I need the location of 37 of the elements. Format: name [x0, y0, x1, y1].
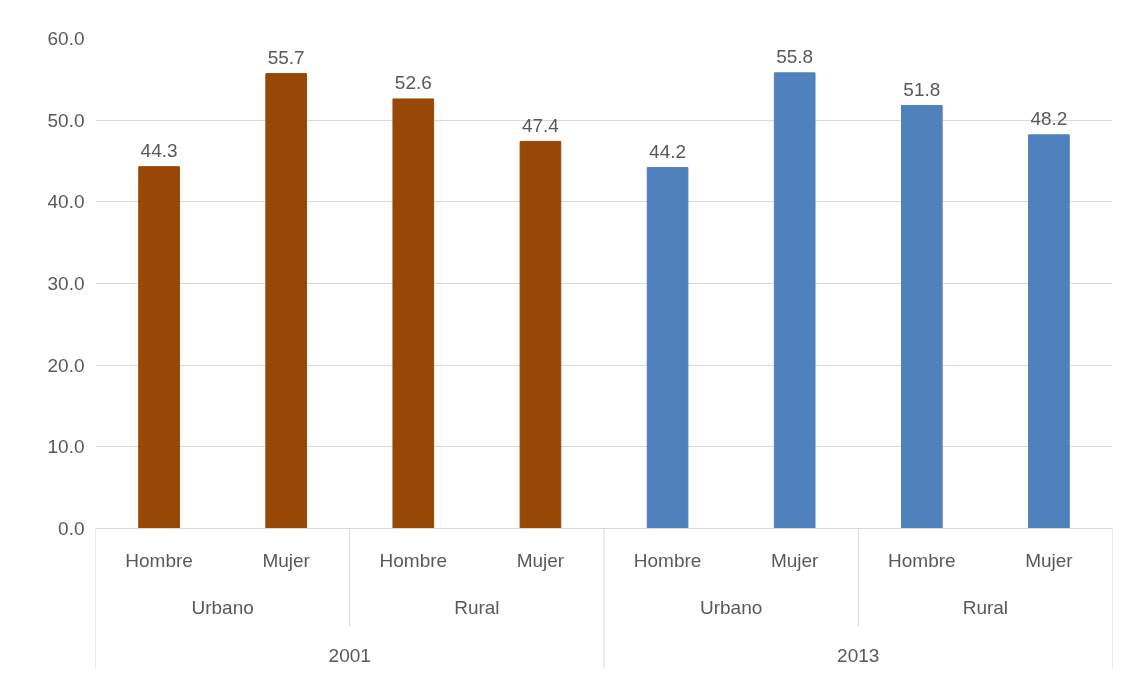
bar — [265, 73, 308, 530]
data-label: 44.2 — [649, 140, 687, 162]
text: 2013 — [837, 645, 880, 667]
text: Rural — [962, 597, 1009, 619]
data-label: 47.4 — [521, 114, 560, 136]
y-tick-label: 60.0 — [47, 28, 85, 49]
text: Urbano — [191, 597, 254, 619]
bar — [138, 166, 180, 530]
y-tick-label: 0.0 — [58, 518, 85, 540]
text: Urbano — [699, 597, 763, 619]
bar — [900, 104, 943, 530]
x-tick-label: Hombre — [379, 549, 448, 571]
x-tick-label: Hombre — [125, 549, 193, 571]
y-tick-label: 20.0 — [47, 354, 85, 376]
data-label: 51.8 — [903, 78, 941, 100]
x-tick-label: Mujer — [770, 549, 820, 571]
data-label: 55.8 — [776, 46, 814, 67]
y-tick-label: 40.0 — [47, 191, 85, 213]
data-label: 55.7 — [267, 46, 305, 68]
x-tick-label: Mujer — [1025, 549, 1074, 571]
bar — [392, 98, 435, 530]
y-tick-label: 50.0 — [47, 109, 85, 131]
bar — [646, 167, 689, 530]
y-tick-label: 10.0 — [47, 436, 85, 458]
data-label: 44.3 — [140, 139, 178, 161]
text: Rural — [454, 597, 500, 619]
y-tick-label: 30.0 — [47, 273, 85, 294]
data-label: 52.6 — [394, 72, 432, 94]
x-tick-label: Hombre — [633, 549, 702, 571]
data-label: 48.2 — [1030, 108, 1068, 130]
text: 2001 — [328, 645, 371, 667]
bar — [1028, 134, 1070, 530]
x-tick-label: Hombre — [888, 549, 956, 571]
bar — [773, 72, 816, 530]
x-tick-label: Mujer — [516, 549, 565, 571]
bar — [519, 140, 562, 530]
x-tick-label: Mujer — [262, 549, 311, 571]
